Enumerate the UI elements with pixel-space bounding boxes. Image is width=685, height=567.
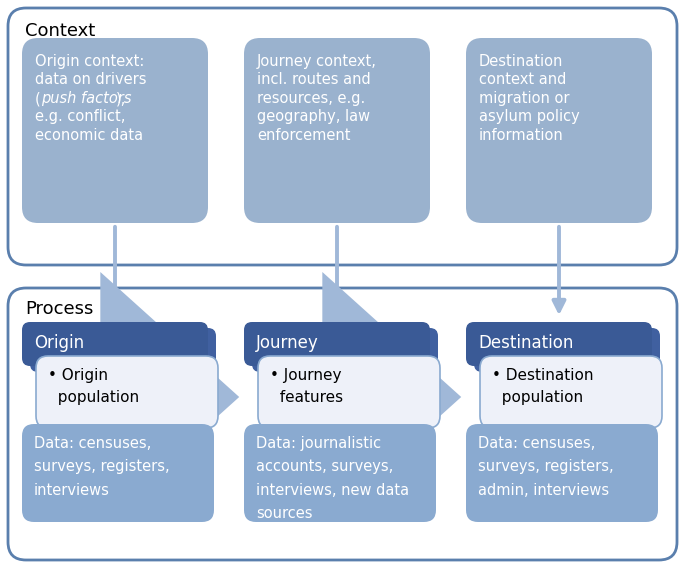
Text: Journey: Journey [256,334,319,352]
FancyBboxPatch shape [8,288,677,560]
Text: e.g. conflict,: e.g. conflict, [35,109,125,125]
FancyBboxPatch shape [252,328,438,372]
FancyBboxPatch shape [22,424,214,522]
Text: • Journey
  features: • Journey features [270,368,343,405]
FancyBboxPatch shape [258,356,440,428]
Text: Origin: Origin [34,334,84,352]
Text: asylum policy: asylum policy [479,109,580,125]
FancyBboxPatch shape [474,328,660,372]
Text: Data: journalistic
accounts, surveys,
interviews, new data
sources: Data: journalistic accounts, surveys, in… [256,436,409,521]
FancyBboxPatch shape [244,322,430,366]
FancyBboxPatch shape [466,424,658,522]
Text: geography, law: geography, law [257,109,370,125]
FancyBboxPatch shape [8,8,677,265]
Text: resources, e.g.: resources, e.g. [257,91,365,106]
Text: information: information [479,128,564,143]
Text: Data: censuses,
surveys, registers,
admin, interviews: Data: censuses, surveys, registers, admi… [478,436,614,498]
FancyBboxPatch shape [22,322,208,366]
Text: • Origin
  population: • Origin population [48,368,139,405]
FancyBboxPatch shape [36,356,218,428]
Text: Data: censuses,
surveys, registers,
interviews: Data: censuses, surveys, registers, inte… [34,436,170,498]
FancyBboxPatch shape [480,356,662,428]
Text: ),: ), [116,91,126,106]
Text: data on drivers: data on drivers [35,73,147,87]
Text: context and: context and [479,73,566,87]
Text: Journey context,: Journey context, [257,54,377,69]
FancyBboxPatch shape [30,328,216,372]
FancyBboxPatch shape [466,38,652,223]
Text: Context: Context [25,22,95,40]
Text: push factors: push factors [41,91,132,106]
Text: enforcement: enforcement [257,128,351,143]
Text: Destination: Destination [479,54,563,69]
FancyBboxPatch shape [22,38,208,223]
FancyBboxPatch shape [244,38,430,223]
Text: (: ( [35,91,40,106]
FancyBboxPatch shape [466,322,652,366]
Text: migration or: migration or [479,91,569,106]
Text: economic data: economic data [35,128,143,143]
Text: incl. routes and: incl. routes and [257,73,371,87]
Text: Destination: Destination [478,334,573,352]
FancyBboxPatch shape [244,424,436,522]
Text: • Destination
  population: • Destination population [492,368,593,405]
Text: Origin context:: Origin context: [35,54,145,69]
Text: Process: Process [25,300,93,318]
